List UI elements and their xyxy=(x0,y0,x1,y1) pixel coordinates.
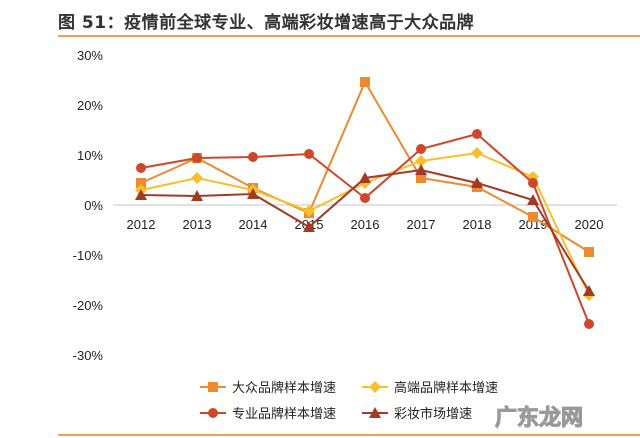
watermark: 广东龙网 xyxy=(494,406,584,432)
data-point-triangle xyxy=(583,285,595,296)
legend-marker-diamond xyxy=(369,381,381,393)
legend-label: 彩妆市场增速 xyxy=(394,406,472,422)
data-point-diamond xyxy=(303,205,315,217)
data-point-circle xyxy=(248,152,258,162)
y-tick-label: 10% xyxy=(77,148,103,163)
legend-label: 大众品牌样本增速 xyxy=(232,380,336,396)
data-point-triangle xyxy=(415,164,427,175)
y-tick-label: -30% xyxy=(73,348,104,363)
data-point-triangle xyxy=(247,188,259,199)
y-tick-label: 30% xyxy=(77,48,103,63)
legend-marker-circle xyxy=(208,408,218,418)
legend-marker-square xyxy=(208,382,218,392)
data-point-diamond xyxy=(415,155,427,167)
data-point-square xyxy=(360,77,370,87)
legend-label: 高端品牌样本增速 xyxy=(394,380,498,396)
x-tick-label: 2014 xyxy=(239,217,268,232)
data-point-circle xyxy=(528,178,538,188)
bottom-divider xyxy=(58,434,640,436)
data-point-triangle xyxy=(359,172,371,183)
y-tick-label: -20% xyxy=(73,298,104,313)
data-point-square xyxy=(528,212,538,222)
x-tick-label: 2018 xyxy=(463,217,492,232)
data-point-circle xyxy=(472,129,482,139)
y-tick-label: 20% xyxy=(77,98,103,113)
data-point-circle xyxy=(360,193,370,203)
chart-title: 图 51：疫情前全球专业、高端彩妆增速高于大众品牌 xyxy=(58,13,475,33)
x-tick-label: 2016 xyxy=(351,217,380,232)
x-tick-label: 2020 xyxy=(575,217,604,232)
x-tick-label: 2012 xyxy=(127,217,156,232)
data-point-circle xyxy=(304,149,314,159)
title-divider xyxy=(58,35,640,37)
x-tick-label: 2013 xyxy=(183,217,212,232)
data-point-circle xyxy=(136,163,146,173)
x-tick-label: 2017 xyxy=(407,217,436,232)
y-tick-label: -10% xyxy=(73,248,104,263)
data-point-triangle xyxy=(303,221,315,232)
data-point-triangle xyxy=(527,194,539,205)
data-point-circle xyxy=(416,144,426,154)
legend-marker-triangle xyxy=(369,407,381,418)
data-point-diamond xyxy=(191,172,203,184)
data-point-triangle xyxy=(191,190,203,201)
data-point-square xyxy=(136,178,146,188)
data-point-circle xyxy=(584,319,594,329)
data-point-triangle xyxy=(471,177,483,188)
data-point-triangle xyxy=(135,189,147,200)
data-point-square xyxy=(416,173,426,183)
data-point-circle xyxy=(192,153,202,163)
legend-label: 专业品牌样本增速 xyxy=(232,406,336,422)
data-point-diamond xyxy=(471,147,483,159)
data-point-square xyxy=(584,247,594,257)
y-tick-label: 0% xyxy=(84,198,103,213)
